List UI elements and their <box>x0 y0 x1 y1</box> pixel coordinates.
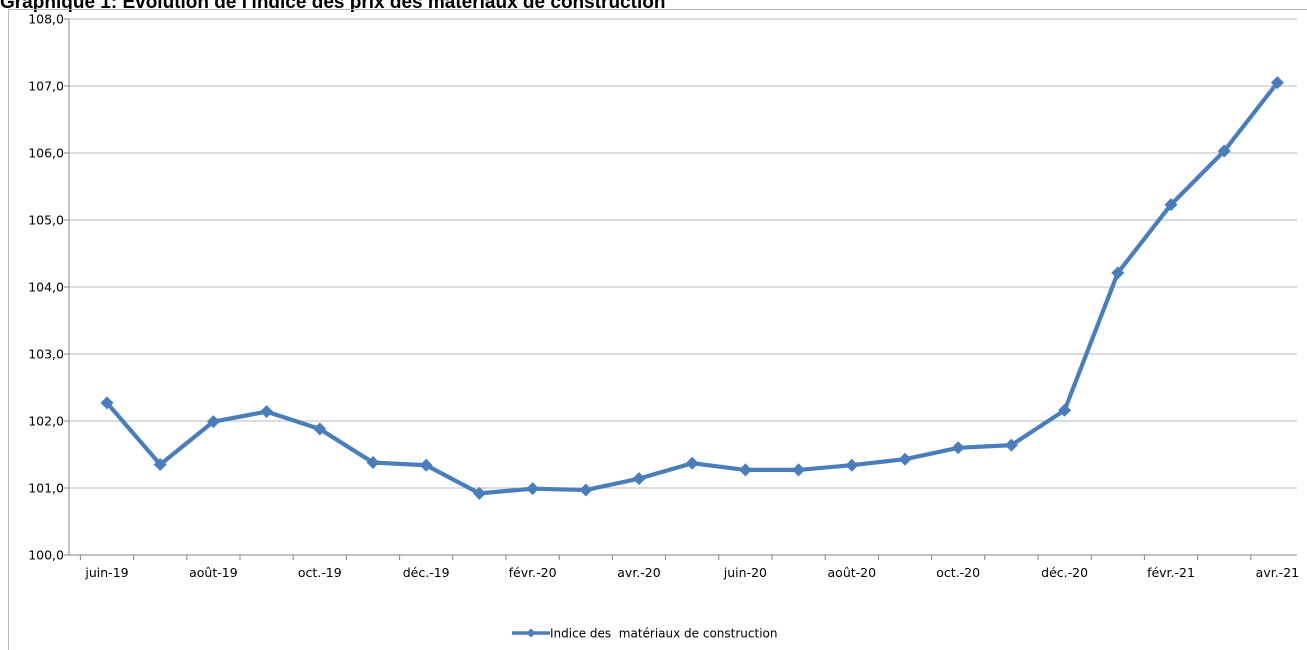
x-tick-label: oct.-20 <box>936 565 980 580</box>
x-tick-label: oct.-19 <box>298 565 342 580</box>
data-point-marker <box>366 456 380 470</box>
x-tick-labels: juin-19 août-19 oct.-19 déc.-19 févr.-20 avr.… <box>84 565 1299 580</box>
data-point-marker <box>951 441 965 455</box>
y-tick-label: 101,0 <box>28 481 64 496</box>
data-point-marker <box>1164 198 1178 212</box>
y-tick-label: 102,0 <box>28 414 64 429</box>
legend-label: Indice des matériaux de construction <box>550 627 777 641</box>
data-point-marker <box>419 458 433 472</box>
data-point-marker <box>1111 266 1125 280</box>
y-tick-label: 108,0 <box>28 12 64 27</box>
y-tick-label: 103,0 <box>28 347 64 362</box>
y-tick-label: 100,0 <box>28 548 64 563</box>
series-line <box>104 80 1280 496</box>
y-tick-label: 106,0 <box>28 146 64 161</box>
x-tick-label: juin-19 <box>84 565 128 580</box>
x-tick-label: déc.-19 <box>403 565 450 580</box>
data-point-marker <box>792 463 806 477</box>
axes <box>64 18 1297 560</box>
x-tick-label: août-19 <box>189 565 238 580</box>
y-tick-label: 104,0 <box>28 280 64 295</box>
data-point-marker <box>1058 403 1072 417</box>
data-point-marker <box>206 415 220 429</box>
data-point-marker <box>898 452 912 466</box>
y-tick-label: 107,0 <box>28 79 64 94</box>
x-tick-label: févr.-21 <box>1147 565 1195 580</box>
data-point-marker <box>1004 438 1018 452</box>
data-point-marker <box>260 405 274 419</box>
data-point-marker <box>685 456 699 470</box>
x-tick-label: juin-20 <box>723 565 767 580</box>
legend: Indice des matériaux de construction <box>512 627 777 641</box>
chart-frame <box>8 9 1307 650</box>
data-point-marker <box>1270 76 1284 90</box>
data-point-marker <box>738 463 752 477</box>
grid-lines <box>69 18 1297 489</box>
x-tick-label: avr.-21 <box>1256 565 1299 580</box>
data-point-marker <box>579 483 593 497</box>
y-tick-labels: 100,0 101,0 102,0 103,0 104,0 105,0 106,0 107,0… <box>28 12 64 563</box>
x-tick-label: févr.-20 <box>509 565 557 580</box>
data-point-marker <box>1217 144 1231 158</box>
y-tick-label: 105,0 <box>28 213 64 228</box>
x-tick-label: avr.-20 <box>617 565 660 580</box>
x-tick-label: août-20 <box>828 565 877 580</box>
data-point-marker <box>313 422 327 436</box>
legend-marker-swatch <box>526 628 536 638</box>
data-point-marker <box>845 458 859 472</box>
data-point-marker <box>632 472 646 486</box>
data-point-marker <box>100 396 114 410</box>
series-indice-materiaux <box>100 76 1284 500</box>
data-point-marker <box>472 486 486 500</box>
x-tick-label: déc.-20 <box>1041 565 1088 580</box>
data-point-marker <box>526 482 540 496</box>
data-point-marker <box>153 458 167 472</box>
